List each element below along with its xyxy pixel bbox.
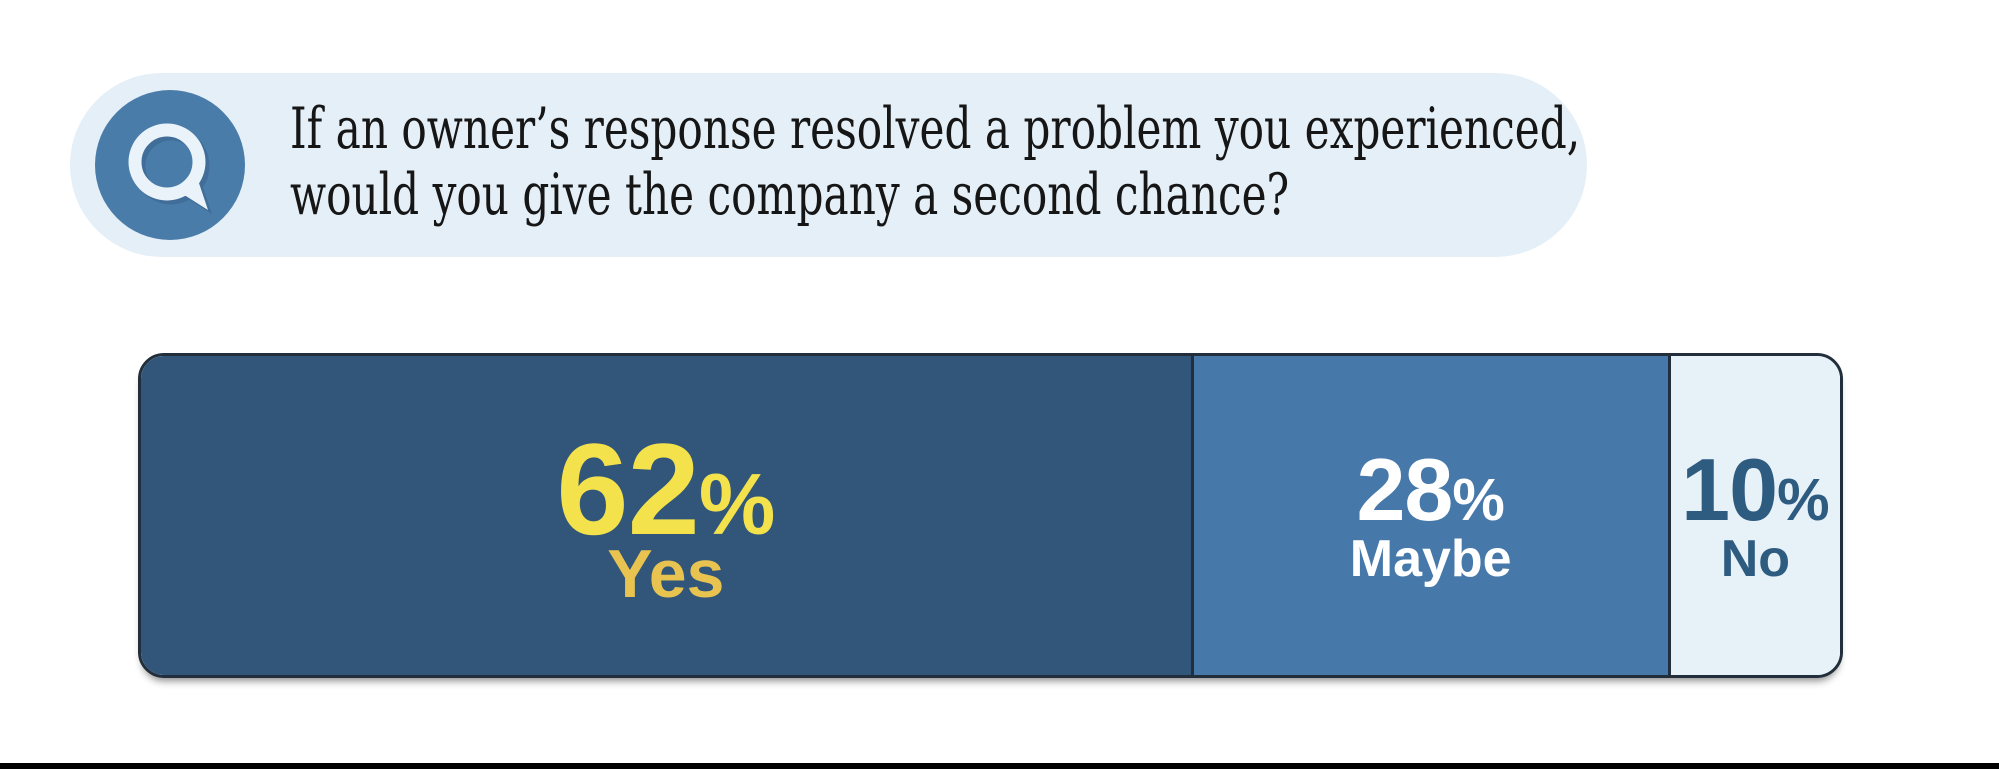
segment-percent-number: 28	[1356, 440, 1453, 539]
segment-label: Yes	[607, 535, 725, 612]
segment-value: 10%	[1681, 446, 1829, 534]
percent-sign: %	[1452, 467, 1505, 533]
question-bubble: If an owner’s response resolved a proble…	[70, 73, 1587, 257]
question-line-1: If an owner’s response resolved a proble…	[290, 96, 1581, 162]
percent-sign: %	[1777, 467, 1830, 533]
bottom-divider	[0, 763, 1999, 769]
segment-content: 62% Yes	[556, 424, 775, 608]
bar-segment-no: 10% No	[1667, 356, 1840, 675]
segment-percent-number: 10	[1681, 440, 1778, 539]
segment-label: No	[1720, 530, 1791, 588]
segment-value: 28%	[1356, 446, 1504, 534]
segment-label: Maybe	[1349, 530, 1512, 588]
question-line-2: would you give the company a second chan…	[290, 162, 1290, 228]
percent-sign: %	[698, 456, 776, 553]
question-text: If an owner’s response resolved a proble…	[290, 96, 1999, 228]
segment-percent-number: 62	[556, 415, 700, 562]
segment-value: 62%	[556, 424, 775, 554]
stacked-bar-chart: 62% Yes 28% Maybe 10% No	[138, 353, 1843, 678]
bar-segment-yes: 62% Yes	[141, 356, 1191, 675]
segment-content: 28% Maybe	[1349, 446, 1512, 588]
segment-content: 10% No	[1681, 446, 1829, 588]
question-magnifier-icon	[95, 90, 245, 240]
bar-segment-maybe: 28% Maybe	[1190, 356, 1668, 675]
